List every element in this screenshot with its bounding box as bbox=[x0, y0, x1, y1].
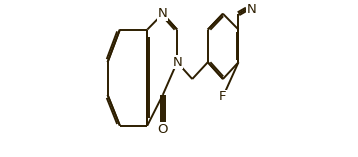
Text: O: O bbox=[158, 123, 168, 136]
Text: N: N bbox=[172, 56, 182, 69]
Text: N: N bbox=[158, 7, 168, 20]
Text: F: F bbox=[219, 90, 227, 103]
Text: N: N bbox=[247, 3, 256, 16]
